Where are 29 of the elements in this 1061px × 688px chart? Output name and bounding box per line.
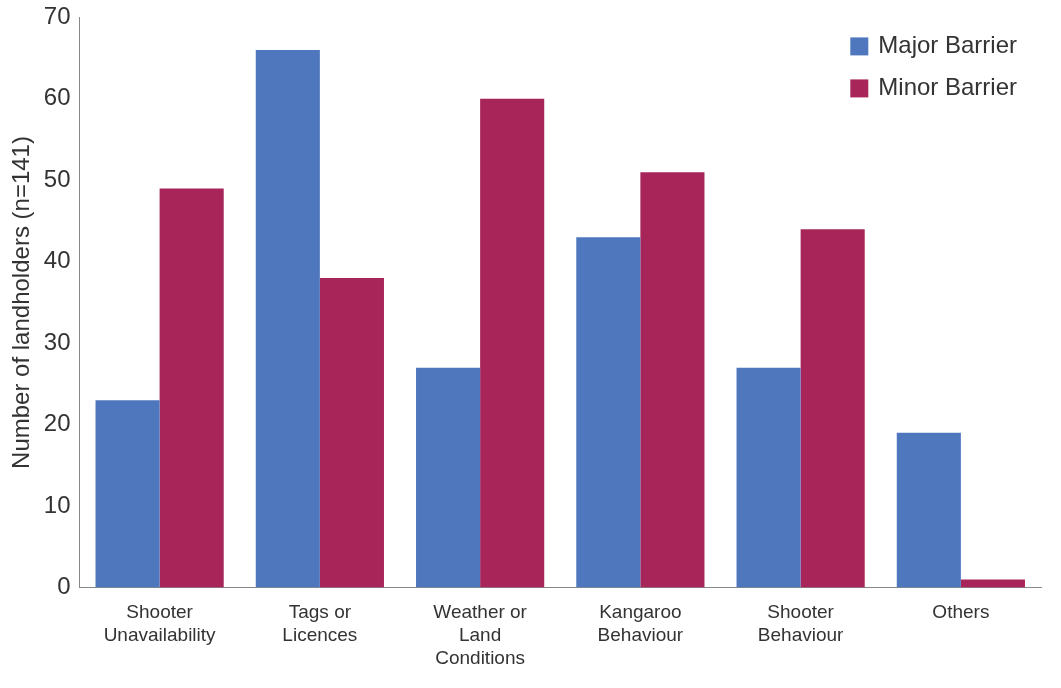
y-tick-label: 0: [57, 572, 71, 600]
x-tick-label: Shooter Behaviour: [757, 601, 845, 646]
y-tick-label: 30: [43, 327, 71, 355]
bar: [640, 172, 705, 588]
x-tick-label: Tags or Licences: [282, 601, 358, 646]
bar: [416, 367, 481, 588]
bar: [576, 237, 641, 588]
x-tick-label: Shooter Unavailability: [103, 601, 217, 646]
bar: [95, 400, 160, 588]
y-tick-label: 60: [43, 83, 71, 111]
bar: [896, 432, 961, 588]
x-tick-label: Kangaroo Behaviour: [597, 601, 684, 646]
legend-label: Major Barrier: [878, 31, 1018, 59]
bar: [255, 49, 320, 588]
bar: [736, 367, 801, 588]
bar: [800, 229, 865, 588]
y-tick-label: 10: [43, 490, 71, 518]
y-axis-title: Number of landholders (n=141): [7, 136, 35, 469]
x-tick-label: Weather or Land Conditions: [433, 601, 528, 668]
y-tick-label: 20: [43, 409, 71, 437]
y-tick-label: 50: [43, 164, 71, 192]
y-tick-label: 40: [43, 246, 71, 274]
legend-label: Minor Barrier: [878, 73, 1018, 101]
bar: [319, 278, 384, 588]
x-tick-label: Others: [932, 601, 990, 623]
bar: [960, 579, 1025, 588]
y-tick-label: 70: [43, 2, 71, 30]
bar: [480, 98, 545, 588]
bar: [159, 188, 224, 588]
